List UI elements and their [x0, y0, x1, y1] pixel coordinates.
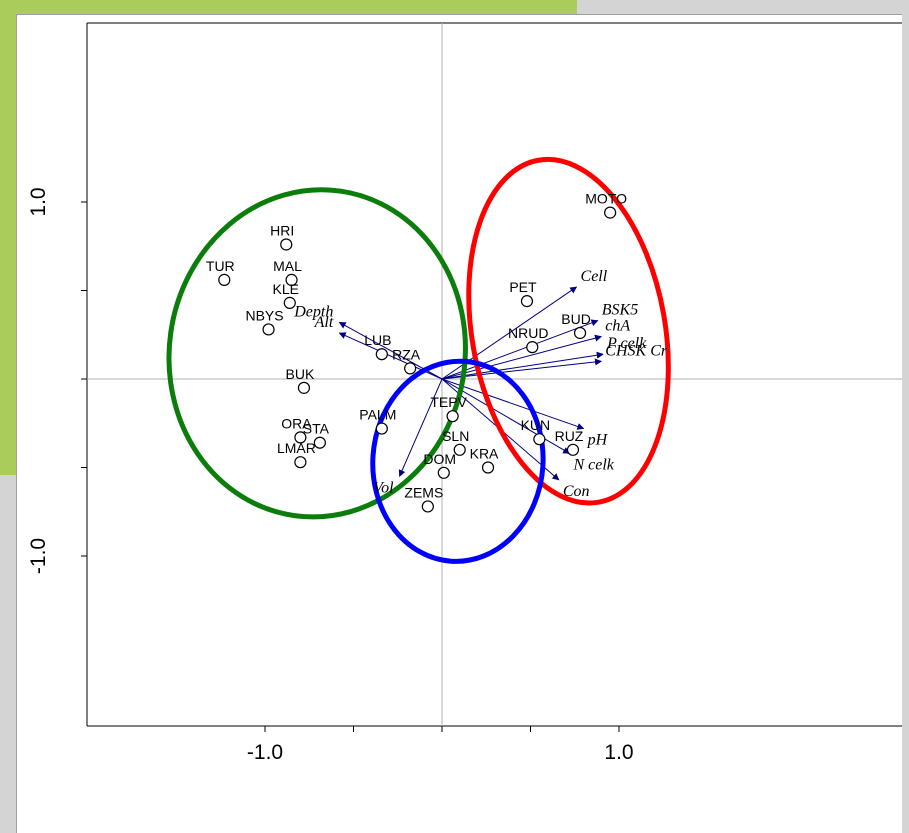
site-label-nbys: NBYS [245, 307, 283, 323]
group-ellipse-3 [370, 358, 546, 564]
site-label-lub: LUB [364, 332, 391, 348]
arrow-label-cha: chA [605, 318, 630, 335]
site-point-lub [375, 348, 388, 361]
arrow-vol [398, 378, 443, 477]
arrow-label-con: Con [563, 483, 590, 500]
site-point-buk [297, 381, 311, 394]
site-point-rza [404, 362, 417, 375]
arrow-cha [441, 334, 602, 380]
arrow-label-cell: Cell [581, 268, 608, 285]
chart-panel: -1.0 1.0 1.0 -1.0 MOTO HRI TUR MAL KLE NBYS PET BU… [16, 14, 902, 833]
site-point-moto [604, 206, 617, 219]
site-label-ruz: RUZ [555, 428, 584, 444]
x-tick-label-1-0: -1.0 [247, 741, 283, 764]
site-point-bud [573, 326, 587, 340]
site-label-sln: SLN [442, 428, 469, 444]
site-label-palm: PALM [359, 407, 396, 423]
site-label-mal: MAL [273, 258, 302, 274]
site-point-sta [313, 436, 326, 449]
site-point-pet [520, 295, 534, 308]
arrow-label-vol: Vol [373, 479, 394, 496]
site-label-hri: HRI [270, 222, 294, 238]
arrow-label-depth: Depth [293, 303, 333, 320]
site-label-buk: BUK [286, 366, 315, 382]
site-point-kle [283, 296, 296, 309]
site-point-sln [453, 443, 466, 456]
site-point-tur [218, 273, 231, 286]
x-tick-label-1-0: 1.0 [604, 741, 633, 764]
site-label-kra: KRA [470, 446, 499, 462]
site-point-nrud [526, 341, 539, 354]
site-label-bud: BUD [561, 311, 591, 327]
y-tick-label-1-0: 1.0 [27, 187, 50, 216]
site-point-kra [481, 461, 495, 474]
site-label-dom: DOM [423, 451, 456, 467]
site-label-lmar: LMAR [277, 440, 316, 456]
arrow-label-bsk5: BSK5 [602, 302, 638, 319]
arrow-bsk5 [441, 319, 599, 380]
group-ellipse-2 [466, 156, 671, 506]
site-point-hri [280, 238, 293, 251]
arrow-label-ph: pH [587, 432, 609, 449]
group-ellipse-1 [166, 187, 468, 520]
site-point-ruz [566, 443, 580, 456]
site-point-dom [437, 466, 450, 479]
site-label-ora: ORA [281, 415, 312, 431]
site-point-tepv [446, 410, 459, 423]
site-label-sta: STA [303, 421, 330, 437]
arrow-label-p-celk: P celk [606, 335, 647, 352]
arrow-p-celk [441, 351, 604, 380]
arrow-ph [441, 378, 585, 430]
arrow-chsk-cr [441, 358, 602, 380]
y-tick-label-1-0: -1.0 [27, 538, 50, 574]
arrow-label-alt: Alt [314, 314, 334, 331]
site-label-tepv: TEPV [430, 394, 467, 410]
site-point-zems [421, 500, 434, 513]
site-label-kle: KLE [273, 281, 299, 297]
site-point-mal [285, 273, 298, 286]
site-label-moto: MOTO [585, 191, 627, 207]
ordination-plot: -1.0 1.0 1.0 -1.0 MOTO HRI TUR MAL KLE NBYS PET BU… [27, 22, 902, 764]
site-point-kun [533, 433, 546, 446]
site-point-palm [375, 422, 388, 435]
arrow-label-chsk-cr: CHSK Cr [605, 342, 668, 359]
arrow-label-n-celk: N celk [572, 456, 614, 473]
site-label-pet: PET [509, 279, 537, 295]
site-label-kun: KUN [521, 417, 551, 433]
arrow-n-celk [441, 378, 571, 454]
site-label-tur: TUR [206, 258, 235, 274]
site-point-lmar [294, 456, 307, 469]
site-label-zems: ZEMS [404, 484, 443, 500]
site-label-nrud: NRUD [508, 325, 548, 341]
site-point-nbys [262, 323, 275, 336]
site-point-ora [294, 431, 307, 444]
site-label-rza: RZA [392, 346, 421, 362]
